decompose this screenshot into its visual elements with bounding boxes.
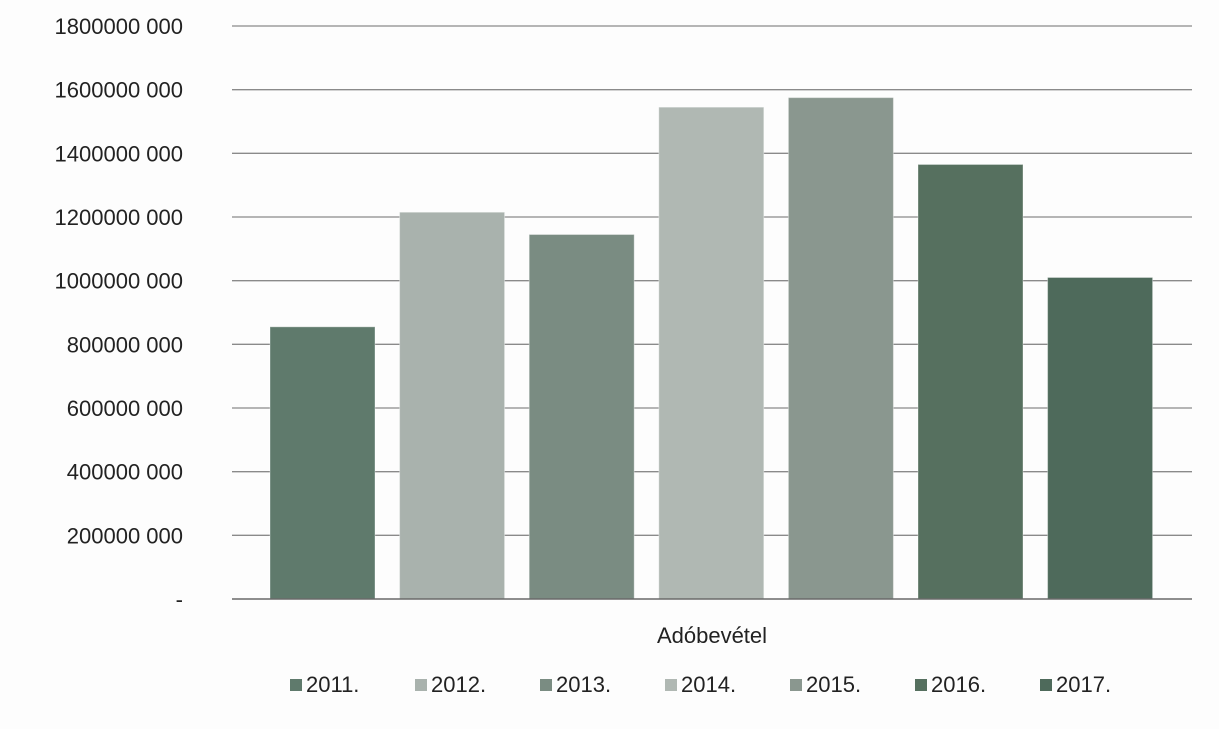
legend-label: 2014. [681, 672, 736, 697]
legend-swatch [540, 679, 552, 691]
y-tick-label: 1600000 000 [55, 78, 183, 103]
legend-label: 2011. [306, 672, 359, 697]
y-tick-label: 400000 000 [67, 460, 183, 485]
bar-2016 [917, 163, 1024, 600]
legend-label: 2012. [431, 672, 486, 697]
bar-2014 [658, 106, 765, 600]
y-tick-label: 600000 000 [67, 396, 183, 421]
legend-swatch [915, 679, 927, 691]
bar-2011 [269, 326, 376, 600]
y-tick-label: 200000 000 [67, 523, 183, 548]
legend-label: 2016. [931, 672, 986, 697]
legend-swatch [1040, 679, 1052, 691]
y-tick-label: 1200000 000 [55, 205, 183, 230]
legend-swatch [790, 679, 802, 691]
category-label: Adóbevétel [657, 623, 767, 648]
y-tick-label: - [176, 587, 183, 612]
y-tick-label: 1000000 000 [55, 269, 183, 294]
bar-2017 [1047, 276, 1154, 600]
y-axis-ticks: - 200000 000 400000 000 600000 000 800000 00… [55, 14, 183, 612]
legend-label: 2017. [1056, 672, 1111, 697]
legend: 2011. 2012. 2013. 2014. 2015. 2016. 2017. [290, 672, 1111, 697]
bar-2015 [787, 97, 894, 600]
legend-label: 2013. [556, 672, 611, 697]
legend-swatch [415, 679, 427, 691]
legend-swatch [290, 679, 302, 691]
y-tick-label: 1400000 000 [55, 141, 183, 166]
bar-2012 [399, 211, 506, 600]
y-tick-label: 800000 000 [67, 332, 183, 357]
y-tick-label: 1800000 000 [55, 14, 183, 39]
bars [269, 97, 1154, 600]
legend-label: 2015. [806, 672, 861, 697]
legend-swatch [665, 679, 677, 691]
bar-2013 [528, 234, 635, 600]
